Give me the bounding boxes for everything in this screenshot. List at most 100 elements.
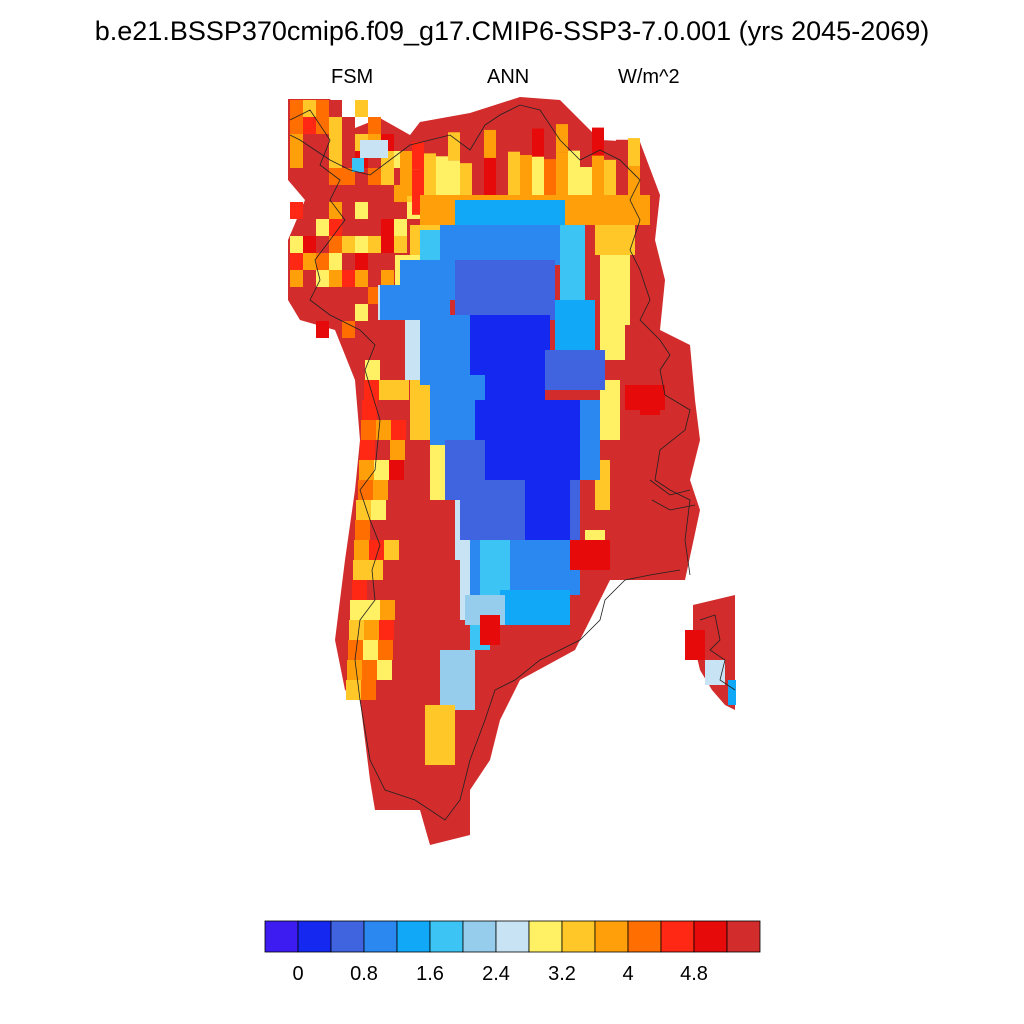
units-label: W/m^2 (618, 66, 680, 88)
coastline-path (289, 104, 601, 176)
colorbar-box (693, 920, 728, 953)
field-cell (316, 100, 329, 117)
field-cell (381, 202, 394, 219)
field-cell (616, 139, 628, 168)
field-cell (356, 500, 371, 520)
field-cell (595, 225, 635, 255)
field-cell (354, 540, 369, 560)
variable-label: FSM (331, 66, 374, 88)
field-cell (290, 151, 303, 168)
field-cell (355, 520, 370, 540)
field-cell (475, 400, 585, 480)
field-cell (500, 590, 570, 625)
field-cell (355, 253, 368, 270)
field-cell (290, 253, 303, 270)
colorbar-tick-label: 1.6 (416, 963, 444, 985)
field-cell (316, 253, 329, 270)
field-cell (412, 141, 424, 170)
field-cell (303, 100, 316, 117)
colorbar-tick-label: 4.8 (680, 963, 708, 985)
field-cell (360, 440, 375, 460)
field-cell (290, 134, 303, 151)
field-cell (386, 500, 401, 520)
colorbar-tick-label: 0.8 (350, 963, 378, 985)
field-cell (342, 270, 355, 287)
field-cell (379, 380, 394, 400)
field-cell (400, 151, 412, 197)
field-cell (394, 380, 409, 400)
colorbar-tick-label: 2.4 (482, 963, 510, 985)
coastline (289, 104, 736, 821)
field-cell (545, 350, 605, 390)
field-cell (364, 620, 379, 640)
field-cell (568, 150, 580, 196)
colorbar-box (594, 920, 629, 953)
field-cell (371, 500, 386, 520)
coastline-path (289, 109, 681, 821)
field-cell (556, 152, 568, 198)
field-cell (394, 236, 407, 253)
field-cell (381, 168, 394, 185)
field-cell (383, 560, 398, 580)
colorbar-box (297, 920, 332, 953)
field-cell (290, 117, 303, 134)
field-cell (303, 270, 316, 287)
field-cell (420, 315, 470, 385)
field-cell (440, 225, 560, 265)
field-cell (640, 390, 660, 415)
field-cell (290, 236, 303, 253)
field-cell (373, 480, 388, 500)
field-cell (368, 168, 381, 185)
field-cell (316, 219, 329, 236)
field-cell (290, 202, 303, 219)
field-cell (352, 580, 367, 600)
field-cell (303, 253, 316, 270)
field-cell (348, 640, 363, 660)
field-cell (385, 520, 400, 540)
colorbar-box (363, 920, 398, 953)
field-cell (342, 117, 355, 134)
field-cell (436, 156, 448, 202)
colorbar-box (726, 920, 761, 953)
colorbar-box (495, 920, 530, 953)
field-cell (368, 253, 381, 270)
field-cell (368, 287, 381, 304)
colorbar-tick-label: 3.2 (548, 963, 576, 985)
field-cell (532, 156, 544, 202)
colorbar-tick-labels: 0 0.8 1.6 2.4 3.2 4 4.8 (292, 963, 707, 985)
field-cell (350, 600, 365, 620)
field-cell (329, 117, 342, 134)
field-cell (316, 117, 329, 134)
field-cell (342, 321, 355, 338)
field-cell (316, 321, 329, 338)
field-cell (600, 380, 620, 440)
colorbar-box (528, 920, 563, 953)
field-cell (381, 236, 394, 253)
coastline-path (599, 149, 691, 576)
field-cell (390, 440, 405, 460)
field-cell (368, 270, 381, 287)
field-cell (604, 159, 616, 205)
field-cell (592, 127, 604, 156)
field-cell (355, 270, 368, 287)
field-cell (472, 156, 484, 202)
field-cell (346, 680, 361, 700)
field-cell (303, 236, 316, 253)
field-cell (470, 315, 550, 375)
colorbar-box (660, 920, 695, 953)
coastline-path (699, 614, 736, 691)
field-cell (377, 660, 392, 680)
field-cell (329, 151, 342, 168)
field-cell (391, 420, 406, 440)
field-cell (347, 660, 362, 680)
field-cell (381, 219, 394, 236)
field-cell (363, 640, 378, 660)
field-cell (544, 159, 556, 205)
field-cell (378, 640, 393, 660)
field-cell (329, 253, 342, 270)
field-cell (329, 134, 342, 151)
field-cell (355, 304, 368, 321)
field-cell (368, 236, 381, 253)
field-cell (290, 270, 303, 287)
